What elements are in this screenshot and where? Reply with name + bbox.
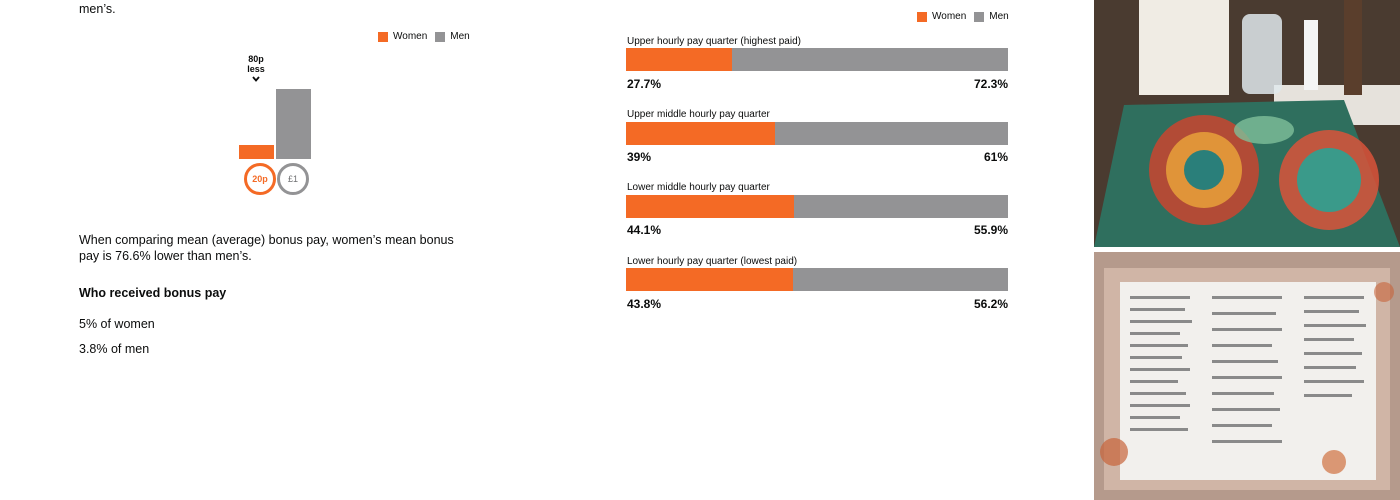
quarter-women-pct: 44.1%: [627, 223, 662, 237]
bonus-pay-description: When comparing mean (average) bonus pay,…: [79, 233, 454, 263]
legend-women-label: Women: [932, 11, 967, 22]
legend-men-label: Men: [450, 31, 470, 42]
quarter-men-segment: [794, 195, 1008, 218]
women-pay-badge: 20p: [244, 163, 276, 195]
quarter-bar: [626, 195, 1008, 218]
quarters-legend: Women Men: [917, 11, 1017, 22]
men-bonus-stat: 3.8% of men: [79, 342, 150, 356]
quarter-label: Upper hourly pay quarter (highest paid): [627, 36, 801, 47]
women-swatch: [378, 31, 388, 42]
restaurant-table-photo: [1094, 0, 1400, 247]
intro-text: men’s.: [79, 2, 116, 16]
quarter-label: Lower middle hourly pay quarter: [627, 182, 770, 193]
quarter-bar: [626, 122, 1008, 145]
legend-men-label: Men: [989, 11, 1009, 22]
quarter-women-segment: [626, 268, 794, 291]
quarter-label: Lower hourly pay quarter (lowest paid): [627, 256, 798, 267]
quarter-women-pct: 43.8%: [627, 297, 662, 311]
quarter-men-segment: [793, 268, 1008, 291]
men-pay-badge: £1: [277, 163, 309, 195]
quarter-women-segment: [626, 122, 775, 145]
quarter-men-segment: [731, 48, 1008, 71]
quarter-label: Upper middle hourly pay quarter: [627, 109, 770, 120]
quarter-men-pct: 61%: [983, 150, 1008, 164]
who-received-heading: Who received bonus pay: [79, 286, 227, 300]
chevron-down-icon: [252, 76, 260, 82]
quarter-women-pct: 27.7%: [627, 77, 662, 91]
quarter-men-pct: 55.9%: [973, 223, 1008, 237]
quarter-women-pct: 39%: [627, 150, 652, 164]
quarter-men-pct: 72.3%: [973, 77, 1008, 91]
quarter-women-segment: [626, 195, 795, 218]
men-swatch: [435, 31, 446, 42]
women-swatch: [917, 11, 927, 22]
menu-board-photo: [1094, 252, 1400, 500]
quarter-women-segment: [626, 48, 732, 71]
difference-word: less: [247, 64, 265, 74]
difference-amount: 80p: [248, 54, 264, 64]
quarter-bar: [626, 48, 1008, 71]
women-hourly-bar: [239, 145, 274, 159]
men-hourly-bar: [276, 89, 311, 159]
hourly-legend: Women Men: [378, 31, 478, 42]
women-bonus-stat: 5% of women: [79, 317, 155, 331]
quarter-men-pct: 56.2%: [973, 297, 1008, 311]
menu-photo-illustration: [1094, 252, 1400, 500]
quarter-bar: [626, 268, 1008, 291]
table-photo-illustration: [1094, 0, 1400, 247]
men-swatch: [974, 11, 985, 22]
quarter-men-segment: [774, 122, 1008, 145]
legend-women-label: Women: [393, 31, 428, 42]
pay-difference-label: 80p less: [240, 54, 272, 74]
